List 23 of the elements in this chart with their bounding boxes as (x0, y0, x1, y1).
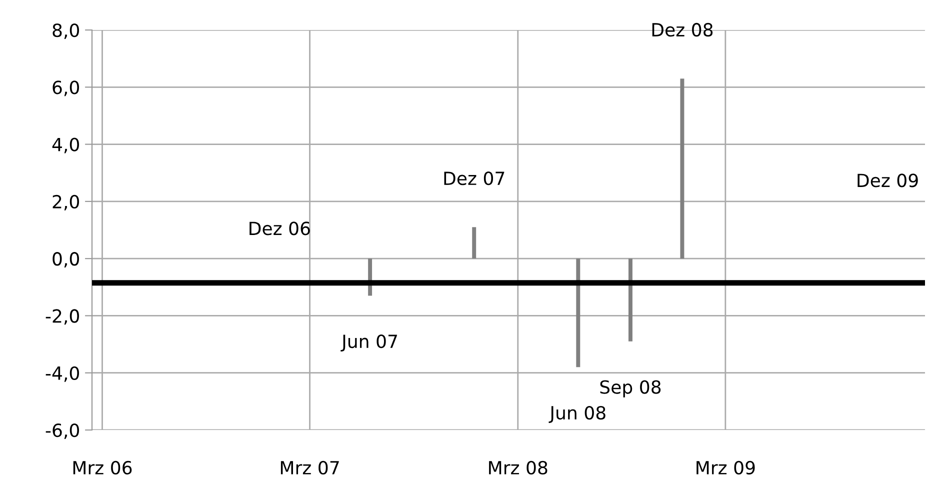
bar (680, 78, 684, 259)
y-tick-label: -2,0 (46, 309, 79, 325)
x-tick-label: Mrz 08 (489, 460, 548, 475)
bar (628, 258, 632, 342)
bar (576, 258, 580, 368)
annotation: Dez 09 (858, 174, 918, 188)
data-label: Jun 07 (340, 334, 397, 352)
x-tick-label: Mrz 06 (73, 460, 132, 475)
data-label: Dez 08 (652, 22, 713, 37)
x-tick-label: Mrz 07 (280, 460, 339, 475)
y-tick-label: 8,0 (52, 23, 79, 39)
data-label: Jun 08 (548, 406, 606, 423)
annotation: Dez 06 (250, 222, 310, 236)
bar (472, 227, 476, 259)
data-label: Sep 08 (600, 380, 661, 398)
y-tick-label: 4,0 (52, 138, 79, 154)
y-tick-label: -6,0 (46, 423, 79, 439)
y-tick-label: 0,0 (52, 252, 79, 268)
data-label: Dez 07 (444, 172, 504, 186)
x-tick-label: Mrz 09 (696, 460, 755, 475)
y-tick-label: -4,0 (46, 366, 79, 382)
y-tick-label: 2,0 (52, 194, 79, 210)
y-tick-label: 6,0 (52, 80, 79, 96)
